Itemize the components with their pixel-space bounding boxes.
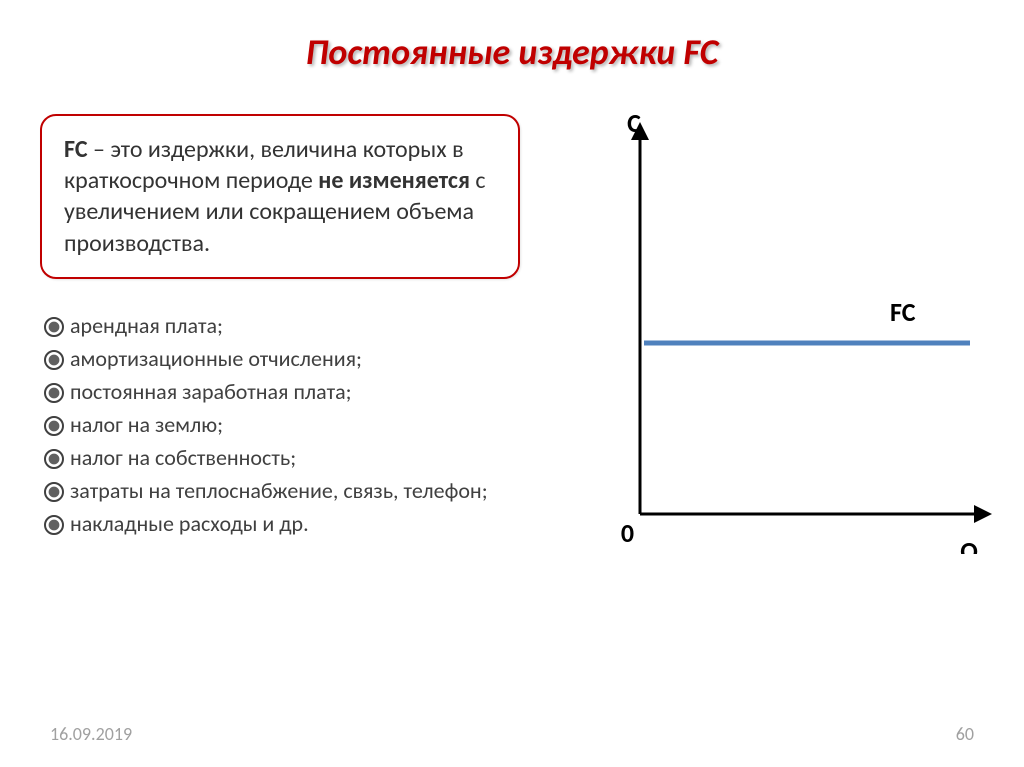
list-item: затраты на теплоснабжение, связь, телефо…	[44, 474, 520, 507]
footer-page: 60	[956, 723, 974, 745]
definition-fc-label: FC	[64, 135, 88, 164]
list-item: амортизационные отчисления;	[44, 342, 520, 375]
x-axis-label: Q	[960, 535, 979, 554]
list-item: арендная плата;	[44, 309, 520, 342]
left-column: FC – это издержки, величина которых в кр…	[40, 114, 520, 574]
definition-nochange: не изменяется	[318, 166, 470, 195]
list-item: постоянная заработная плата;	[44, 375, 520, 408]
chart-column: С Q 0 FC	[540, 114, 984, 574]
footer: 16.09.2019 60	[50, 723, 974, 745]
list-item: налог на землю;	[44, 408, 520, 441]
definition-box: FC – это издержки, величина которых в кр…	[40, 114, 520, 279]
bullet-list: арендная плата;амортизационные отчислени…	[40, 309, 520, 540]
list-item: налог на собственность;	[44, 441, 520, 474]
page-title: Постоянные издержки FC	[40, 30, 984, 74]
origin-label: 0	[621, 517, 634, 549]
list-item: накладные расходы и др.	[44, 507, 520, 540]
footer-date: 16.09.2019	[50, 723, 132, 745]
fc-line-label: FC	[890, 296, 916, 328]
fc-chart: С Q 0 FC	[600, 114, 1000, 554]
content-row: FC – это издержки, величина которых в кр…	[40, 114, 984, 574]
y-axis-label: С	[627, 114, 641, 139]
